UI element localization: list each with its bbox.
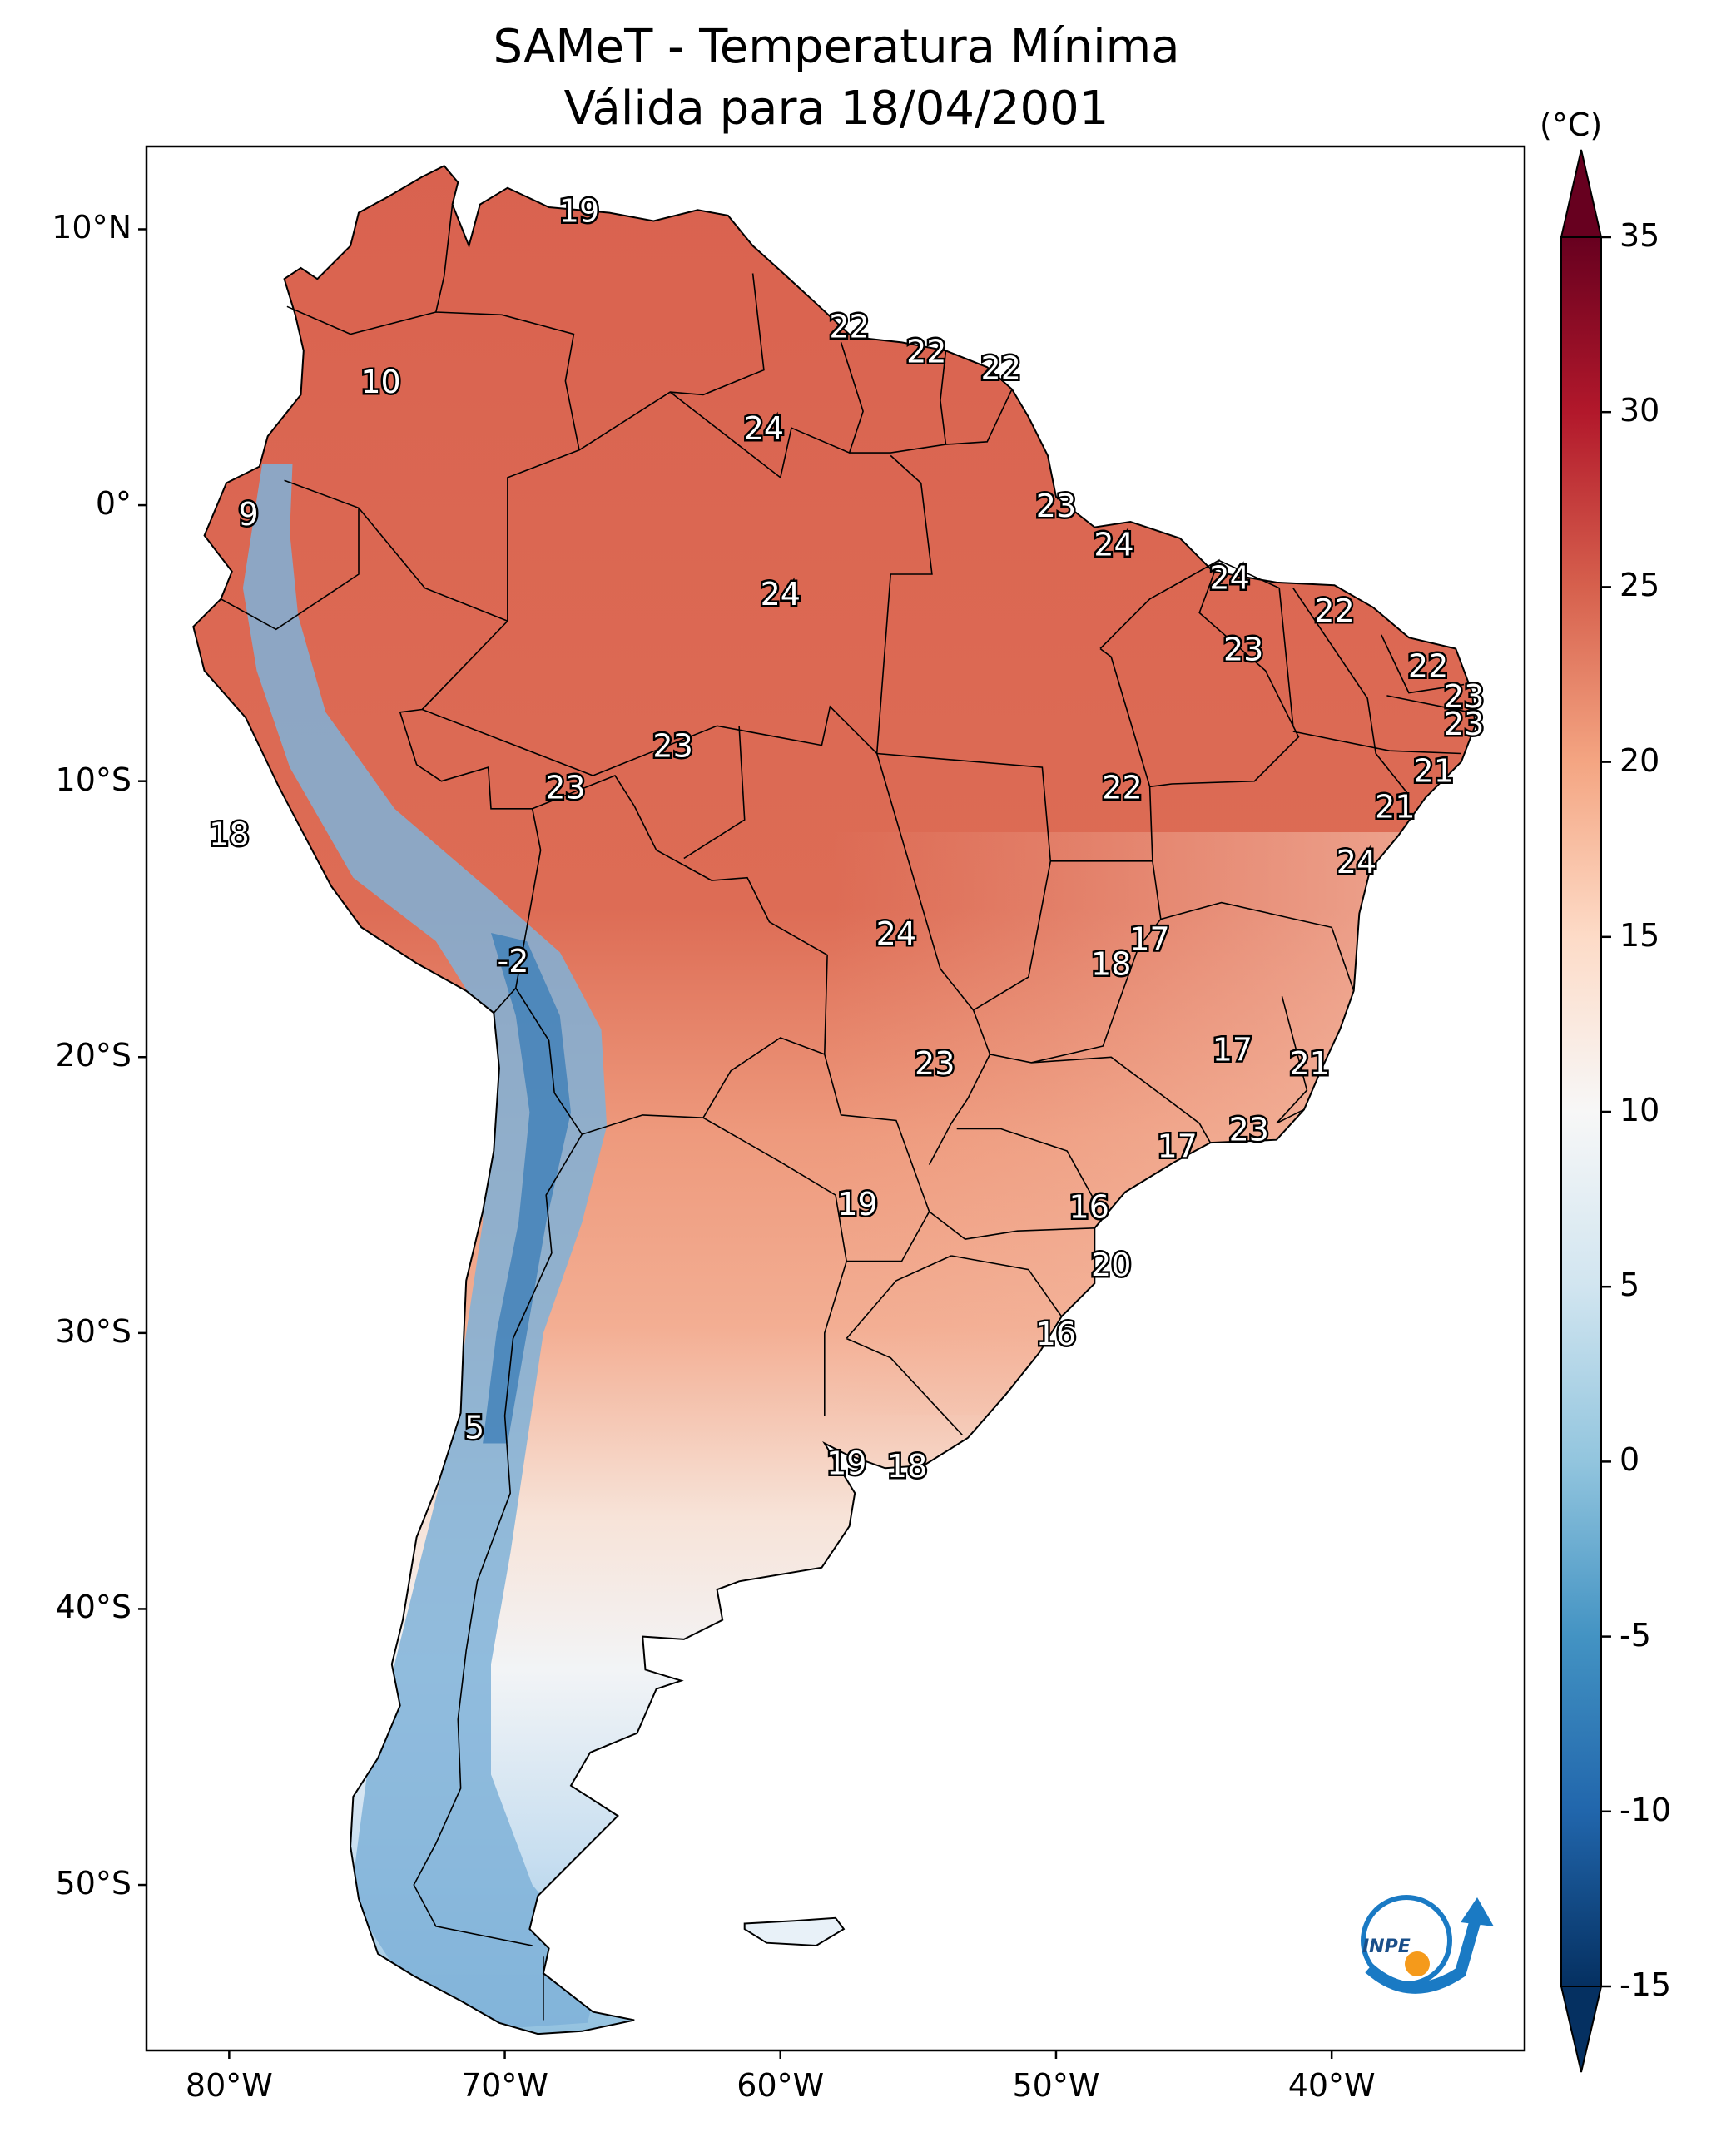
latitude-tick-label: 0° [95, 485, 131, 523]
land-temperature-field [193, 166, 1476, 2035]
colorbar-min-extension [1560, 1986, 1603, 2073]
map-title-line-1: SAMeT - Temperatura Mínima [493, 20, 1180, 74]
temperature-point-label: 23 [1444, 678, 1484, 715]
inpe-logo-text: INPE [1362, 1936, 1411, 1957]
temperature-point-label: 20 [1091, 1247, 1131, 1283]
temperature-point-label: 17 [1158, 1128, 1198, 1164]
colorbar-gradient [1560, 236, 1602, 1987]
inpe-logo: INPE [1361, 1895, 1494, 1994]
latitude-tick-label: 10°N [52, 209, 131, 246]
temperature-point-label: 18 [209, 816, 249, 853]
colorbar-tick-label: 20 [1619, 741, 1660, 779]
colorbar-tick-label: 35 [1619, 217, 1660, 254]
latitude-tick-label: 50°S [55, 1865, 131, 1902]
temperature-point-label: 19 [559, 192, 599, 229]
temperature-point-label: 23 [1444, 706, 1484, 742]
longitude-tick-label: 80°W [185, 2067, 273, 2104]
temperature-point-label: 19 [837, 1186, 877, 1222]
inpe-logo-arrowhead [1461, 1897, 1494, 1926]
latitude-tick-label: 20°S [55, 1037, 131, 1074]
longitude-tick-label: 40°W [1287, 2067, 1376, 2104]
inpe-logo-arrow [1365, 1912, 1483, 1994]
colorbar [1560, 149, 1611, 2073]
colorbar-tick-label: 25 [1619, 567, 1660, 604]
temperature-point-label: 16 [1069, 1188, 1109, 1225]
temperature-point-label: 24 [1209, 559, 1249, 596]
colorbar-tick-label: 10 [1619, 1092, 1660, 1128]
temperature-point-label: 23 [1036, 488, 1076, 524]
temperature-point-label: 19 [826, 1445, 866, 1482]
temperature-point-label: 22 [1314, 593, 1354, 629]
colorbar-tick-label: 5 [1619, 1267, 1640, 1304]
temperature-point-label: 22 [981, 350, 1021, 386]
latitude-tick-label: 10°S [55, 761, 131, 798]
longitude-tick-label: 70°W [461, 2067, 549, 2104]
temperature-point-label: 21 [1289, 1045, 1329, 1082]
map-title-line-2: Válida para 18/04/2001 [563, 82, 1109, 136]
temperature-point-label: 21 [1375, 789, 1415, 826]
temperature-point-label: 5 [464, 1410, 484, 1446]
colorbar-tick-label: -5 [1619, 1616, 1651, 1654]
temperature-point-label: 24 [1337, 844, 1376, 880]
colorbar-max-extension [1560, 149, 1603, 238]
colorbar-tick-label: 30 [1619, 392, 1660, 429]
temperature-point-label: 22 [906, 333, 946, 369]
longitude-tick-label: 50°W [1012, 2067, 1100, 2104]
temperature-point-label: 21 [1414, 752, 1454, 789]
temperature-point-label: 24 [744, 410, 784, 447]
temperature-point-label: 22 [1408, 647, 1448, 684]
temperature-point-label: 18 [887, 1448, 927, 1485]
temperature-point-label: 17 [1213, 1031, 1252, 1068]
temperature-point-label: 23 [1223, 632, 1263, 668]
inpe-logo-dot [1405, 1951, 1430, 1976]
temperature-point-label: -2 [498, 943, 529, 979]
temperature-point-label: 24 [1094, 526, 1133, 563]
temperature-point-label: 17 [1129, 921, 1169, 958]
temperature-point-label: 22 [829, 309, 869, 345]
temperature-point-label: 24 [876, 915, 916, 952]
colorbar-tick-label: 15 [1619, 916, 1660, 954]
temperature-point-label: 23 [915, 1045, 955, 1082]
country-state-borders [221, 204, 1470, 2021]
temperature-point-label: 9 [238, 496, 258, 533]
temperature-point-label: 23 [652, 728, 692, 765]
temperature-point-label: 22 [1102, 769, 1142, 806]
colorbar-unit-label: (°C) [1540, 107, 1603, 143]
temperature-point-label: 23 [545, 769, 585, 806]
temperature-point-label: 10 [360, 364, 400, 400]
colorbar-tick-label: -10 [1619, 1791, 1672, 1828]
temperature-point-label: 16 [1036, 1316, 1076, 1352]
map-frame [145, 145, 1526, 2052]
latitude-tick-label: 40°S [55, 1589, 131, 1626]
temperature-point-label: 18 [1091, 946, 1131, 983]
colorbar-tick-label: 0 [1619, 1441, 1640, 1479]
coastline [192, 164, 1476, 2035]
colorbar-tick-label: -15 [1619, 1966, 1672, 2003]
longitude-tick-label: 60°W [737, 2067, 825, 2104]
temperature-point-label: 24 [761, 576, 801, 612]
falkland-islands [743, 1916, 846, 1947]
temperature-point-label: 23 [1229, 1111, 1269, 1148]
latitude-tick-label: 30°S [55, 1312, 131, 1350]
